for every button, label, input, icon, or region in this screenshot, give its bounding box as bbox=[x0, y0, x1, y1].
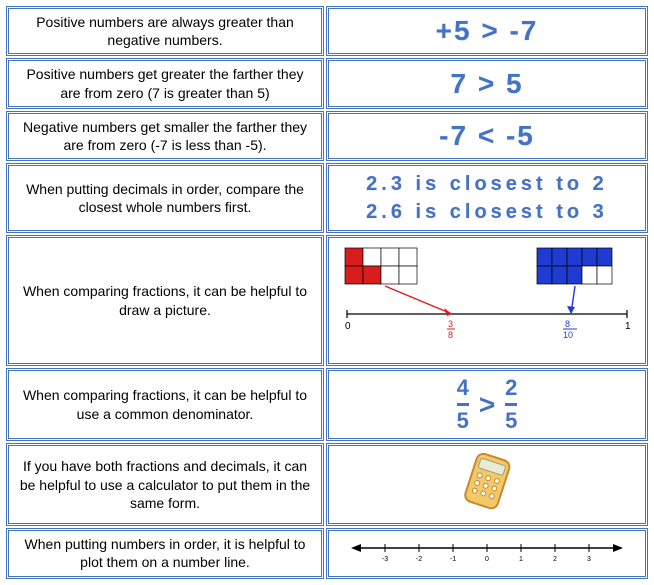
rule-text: When comparing fractions, it can be help… bbox=[6, 235, 324, 366]
rule-text: When comparing fractions, it can be help… bbox=[6, 368, 324, 441]
rule-visual bbox=[326, 443, 648, 526]
blue-frac-label: 8 bbox=[565, 319, 570, 329]
rule-text: If you have both fractions and decimals,… bbox=[6, 443, 324, 526]
row-fraction-picture: When comparing fractions, it can be help… bbox=[6, 235, 648, 366]
svg-text:3: 3 bbox=[587, 556, 591, 563]
svg-text:10: 10 bbox=[563, 330, 573, 340]
rule-visual: -7 < -5 bbox=[326, 111, 648, 161]
fraction-diagram: 0 1 3 8 8 10 bbox=[337, 244, 637, 354]
axis-start-label: 0 bbox=[345, 321, 351, 332]
row-decimals: When putting decimals in order, compare … bbox=[6, 163, 648, 233]
rule-text: Negative numbers get smaller the farther… bbox=[6, 111, 324, 161]
axis-end-label: 1 bbox=[625, 321, 631, 332]
row-positive-farther: Positive numbers get greater the farther… bbox=[6, 58, 648, 108]
rule-visual: 2.3 is closest to 2 2.6 is closest to 3 bbox=[326, 163, 648, 233]
calculator-icon bbox=[452, 450, 522, 514]
rule-visual: 0 1 3 8 8 10 bbox=[326, 235, 648, 366]
rule-text: Positive numbers are always greater than… bbox=[6, 6, 324, 56]
expr-neg-farther: -7 < -5 bbox=[439, 120, 535, 151]
comparison-op: > bbox=[479, 389, 495, 421]
rule-visual: 7 > 5 bbox=[326, 58, 648, 108]
expr-pos-neg: +5 > -7 bbox=[436, 15, 539, 46]
svg-text:-3: -3 bbox=[382, 556, 388, 563]
rules-table: Positive numbers are always greater than… bbox=[4, 4, 650, 581]
row-calculator: If you have both fractions and decimals,… bbox=[6, 443, 648, 526]
rule-visual: 4 5 > 2 5 bbox=[326, 368, 648, 441]
expr-pos-farther: 7 > 5 bbox=[450, 68, 523, 99]
row-negative-farther: Negative numbers get smaller the farther… bbox=[6, 111, 648, 161]
decimal-line-1: 2.3 is closest to 2 bbox=[335, 170, 639, 198]
fraction-comparison: 4 5 > 2 5 bbox=[457, 375, 518, 434]
row-positive-vs-negative: Positive numbers are always greater than… bbox=[6, 6, 648, 56]
svg-text:-1: -1 bbox=[450, 556, 456, 563]
svg-text:-2: -2 bbox=[416, 556, 422, 563]
number-line-icon: -3 -2 -1 0 1 2 3 bbox=[347, 536, 627, 566]
fraction-a: 4 5 bbox=[457, 375, 469, 434]
row-common-denominator: When comparing fractions, it can be help… bbox=[6, 368, 648, 441]
red-frac-label: 3 bbox=[448, 319, 453, 329]
svg-text:0: 0 bbox=[485, 556, 489, 563]
decimal-line-2: 2.6 is closest to 3 bbox=[335, 198, 639, 226]
rule-text: When putting decimals in order, compare … bbox=[6, 163, 324, 233]
svg-text:2: 2 bbox=[553, 556, 557, 563]
rule-visual: +5 > -7 bbox=[326, 6, 648, 56]
rule-text: Positive numbers get greater the farther… bbox=[6, 58, 324, 108]
svg-text:8: 8 bbox=[448, 330, 453, 340]
fraction-b: 2 5 bbox=[505, 375, 517, 434]
svg-text:1: 1 bbox=[519, 556, 523, 563]
